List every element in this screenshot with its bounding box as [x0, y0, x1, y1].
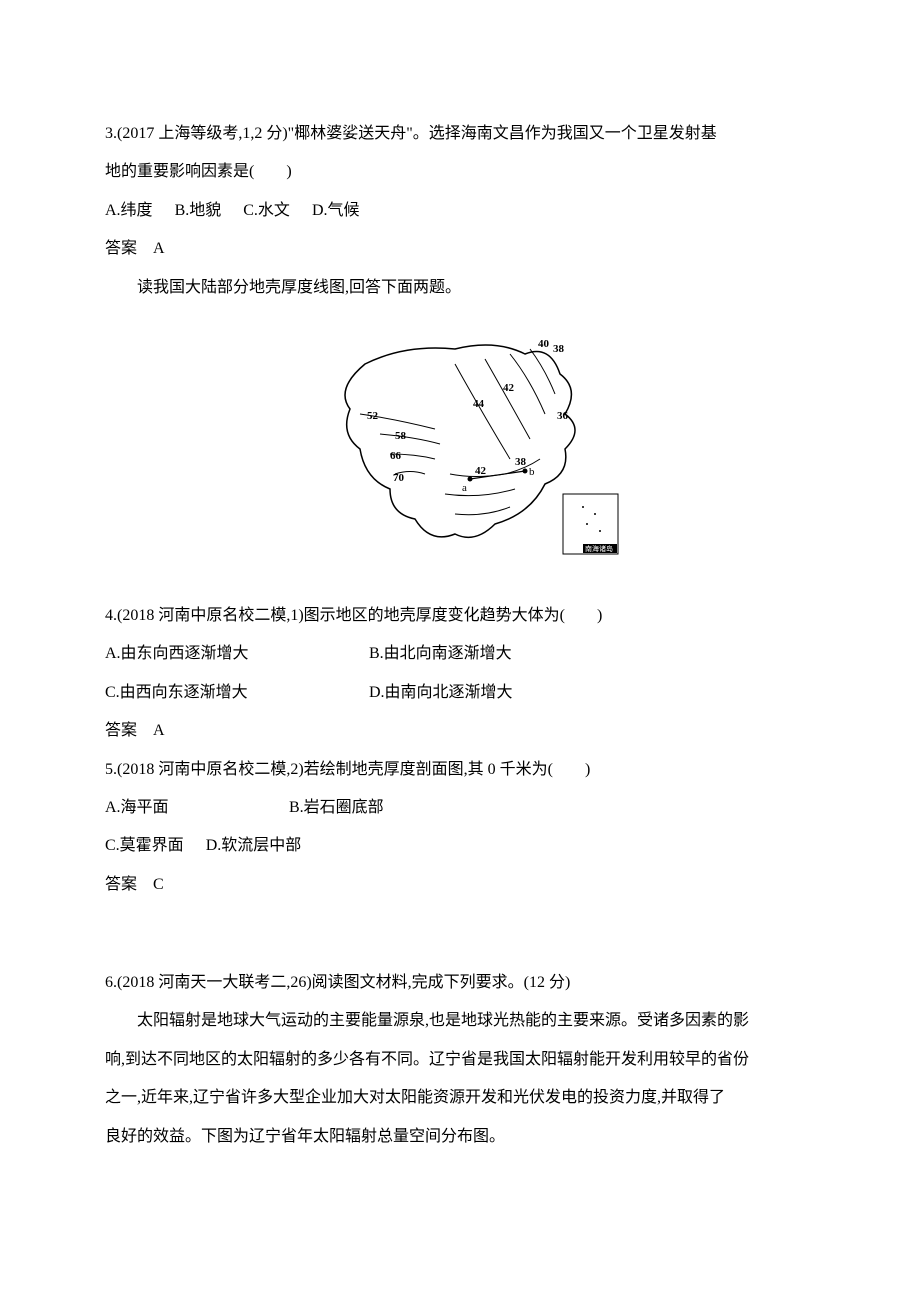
- q3-options: A.纬度 B.地貌 C.水文 D.气候: [105, 192, 815, 230]
- q5-optC: C.莫霍界面: [105, 827, 184, 865]
- label-44: 44: [473, 398, 485, 410]
- q4-options-row2: C.由西向东逐渐增大 D.由南向北逐渐增大: [105, 674, 815, 712]
- q5-optB: B.岩石圈底部: [289, 789, 384, 827]
- q4-answer: 答案 A: [105, 712, 815, 750]
- point-a-dot: [468, 476, 473, 481]
- q3-optD: D.气候: [312, 202, 360, 219]
- q5-options-row2: C.莫霍界面 D.软流层中部: [105, 827, 815, 865]
- inset-dot1: [582, 506, 584, 508]
- label-b: b: [529, 466, 535, 478]
- q5-stem: 5.(2018 河南中原名校二模,2)若绘制地壳厚度剖面图,其 0 千米为( ): [105, 751, 815, 789]
- china-crust-map: 40 38 42 44 36 52 58 66 70 42 38 a b 南海诸…: [295, 319, 625, 579]
- q4-stem: 4.(2018 河南中原名校二模,1)图示地区的地壳厚度变化趋势大体为( ): [105, 597, 815, 635]
- figure-intro: 读我国大陆部分地壳厚度线图,回答下面两题。: [105, 269, 815, 307]
- label-38a: 38: [553, 343, 565, 355]
- document-page: 3.(2017 上海等级考,1,2 分)"椰林婆娑送天舟"。选择海南文昌作为我国…: [0, 0, 920, 1302]
- label-70: 70: [393, 472, 405, 484]
- label-38b: 38: [515, 456, 527, 468]
- q6-body-line4: 良好的效益。下图为辽宁省年太阳辐射总量空间分布图。: [105, 1118, 815, 1156]
- spacer: [105, 904, 815, 964]
- q3-optA: A.纬度: [105, 202, 153, 219]
- q4-optC: C.由西向东逐渐增大: [105, 674, 365, 712]
- q6-body-line1: 太阳辐射是地球大气运动的主要能量源泉,也是地球光热能的主要来源。受诸多因素的影: [105, 1002, 815, 1040]
- q3-optB: B.地貌: [175, 202, 222, 219]
- q4-options-row1: A.由东向西逐渐增大 B.由北向南逐渐增大: [105, 635, 815, 673]
- label-58: 58: [395, 430, 407, 442]
- q4-optD: D.由南向北逐渐增大: [369, 674, 513, 712]
- label-a: a: [462, 482, 467, 494]
- label-36: 36: [557, 410, 569, 422]
- point-b-dot: [523, 468, 528, 473]
- q4-optA: A.由东向西逐渐增大: [105, 635, 365, 673]
- label-66: 66: [390, 450, 402, 462]
- inset-dot2: [594, 513, 596, 515]
- q4-optB: B.由北向南逐渐增大: [369, 635, 512, 673]
- inset-label: 南海诸岛: [585, 544, 613, 553]
- q5-optD: D.软流层中部: [206, 827, 302, 865]
- q5-optA: A.海平面: [105, 789, 285, 827]
- label-40: 40: [538, 338, 550, 350]
- label-52: 52: [367, 410, 379, 422]
- label-42b: 42: [475, 465, 487, 477]
- q5-options-row1: A.海平面 B.岩石圈底部: [105, 789, 815, 827]
- q3-answer: 答案 A: [105, 230, 815, 268]
- q3-optC: C.水文: [243, 202, 290, 219]
- inset-dot4: [599, 530, 601, 532]
- q6-stem: 6.(2018 河南天一大联考二,26)阅读图文材料,完成下列要求。(12 分): [105, 964, 815, 1002]
- q6-body-line3: 之一,近年来,辽宁省许多大型企业加大对太阳能资源开发和光伏发电的投资力度,并取得…: [105, 1079, 815, 1117]
- q3-stem-line2: 地的重要影响因素是( ): [105, 153, 815, 191]
- q5-answer: 答案 C: [105, 866, 815, 904]
- q3-stem-line1: 3.(2017 上海等级考,1,2 分)"椰林婆娑送天舟"。选择海南文昌作为我国…: [105, 115, 815, 153]
- inset-dot3: [586, 523, 588, 525]
- label-42a: 42: [503, 382, 515, 394]
- q6-body-line2: 响,到达不同地区的太阳辐射的多少各有不同。辽宁省是我国太阳辐射能开发利用较早的省…: [105, 1041, 815, 1079]
